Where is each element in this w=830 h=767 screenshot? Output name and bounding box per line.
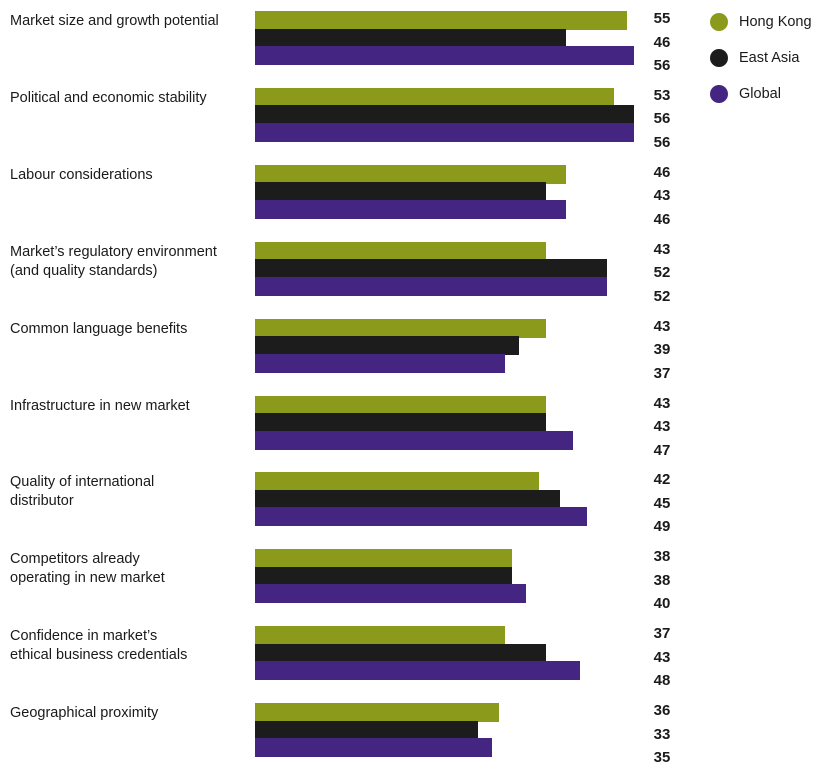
bar-east-asia xyxy=(255,259,608,279)
data-label: 40 xyxy=(653,595,671,613)
bar-global xyxy=(255,661,580,681)
legend-label: Hong Kong xyxy=(739,14,812,30)
bar-east-asia xyxy=(255,336,520,356)
bar-east-asia xyxy=(255,105,635,125)
data-label: 33 xyxy=(653,725,671,743)
data-label: 39 xyxy=(653,341,671,359)
bar-east-asia xyxy=(255,566,513,586)
category-label: Quality of international distributor xyxy=(10,474,155,510)
data-label: 45 xyxy=(653,494,671,512)
bar-global xyxy=(255,122,635,142)
data-label: 47 xyxy=(653,441,671,459)
bar-hong-kong xyxy=(255,626,506,646)
category-label: Competitors already operating in new mar… xyxy=(10,551,165,587)
data-label: 38 xyxy=(653,571,671,589)
bar-east-asia xyxy=(255,720,479,740)
bar-hong-kong xyxy=(255,395,547,415)
bar-hong-kong xyxy=(255,318,547,338)
category-label: Common language benefits xyxy=(10,320,188,337)
legend-label: East Asia xyxy=(739,50,800,66)
legend-dot-icon xyxy=(710,85,728,103)
bar-global xyxy=(255,353,506,373)
bar-global xyxy=(255,199,567,219)
data-label: 36 xyxy=(653,702,671,720)
bar-global xyxy=(255,430,574,450)
data-label: 37 xyxy=(653,364,671,382)
category-label: Market’s regulatory environment (and qua… xyxy=(10,243,217,279)
bar-east-asia xyxy=(255,182,547,202)
category-label: Infrastructure in new market xyxy=(10,397,190,414)
bar-hong-kong xyxy=(255,703,499,723)
data-label: 37 xyxy=(653,625,671,643)
bar-global xyxy=(255,507,587,527)
data-label: 38 xyxy=(653,548,671,566)
data-label: 43 xyxy=(653,187,671,205)
data-label: 46 xyxy=(653,33,671,51)
data-label: 56 xyxy=(653,57,671,74)
category-label: Labour considerations xyxy=(10,166,153,183)
data-label: 43 xyxy=(653,418,671,435)
data-label: 35 xyxy=(653,749,671,767)
bar-global xyxy=(255,276,608,296)
bar-hong-kong xyxy=(255,241,547,261)
bar-east-asia xyxy=(255,643,547,663)
data-label: 48 xyxy=(653,672,671,690)
bar-hong-kong xyxy=(255,87,614,107)
category-label: Political and economic stability xyxy=(10,89,207,106)
category-label: Confidence in market’s ethical business … xyxy=(10,628,188,664)
legend-label: Global xyxy=(739,86,781,102)
data-label: 43 xyxy=(653,317,671,335)
bar-east-asia xyxy=(255,489,560,509)
data-label: 55 xyxy=(653,10,671,27)
bar-global xyxy=(255,46,635,65)
bar-hong-kong xyxy=(255,549,513,569)
data-label: 56 xyxy=(653,110,671,128)
legend-dot-icon xyxy=(710,13,728,31)
data-label: 46 xyxy=(653,210,671,228)
legend-dot-icon xyxy=(710,49,728,67)
data-label: 53 xyxy=(653,86,671,104)
data-label: 43 xyxy=(653,394,671,412)
bar-east-asia xyxy=(255,28,567,48)
bar-global xyxy=(255,584,526,604)
data-label: 52 xyxy=(653,264,671,282)
data-label: 43 xyxy=(653,240,671,258)
category-label: Market size and growth potential xyxy=(10,13,219,29)
bar-global xyxy=(255,738,492,758)
data-label: 43 xyxy=(653,648,671,666)
data-label: 46 xyxy=(653,163,671,181)
data-label: 52 xyxy=(653,287,671,305)
data-label: 49 xyxy=(653,518,671,536)
category-label: Geographical proximity xyxy=(10,705,159,722)
bar-hong-kong xyxy=(255,472,540,492)
data-label: 42 xyxy=(653,471,671,489)
data-label: 56 xyxy=(653,133,671,151)
bar-hong-kong xyxy=(255,164,567,184)
bar-hong-kong xyxy=(255,11,628,30)
bar-east-asia xyxy=(255,413,547,432)
